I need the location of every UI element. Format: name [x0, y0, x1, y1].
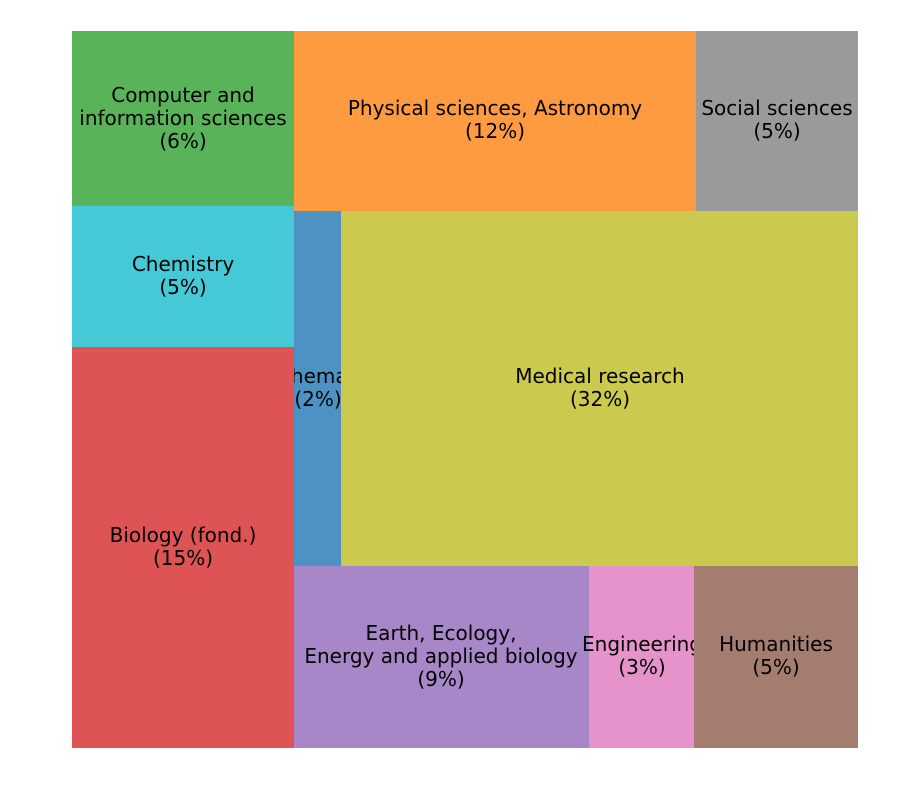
treemap-tile — [696, 31, 858, 211]
treemap-tile — [72, 31, 294, 206]
treemap-tile — [72, 206, 294, 347]
treemap-tile — [694, 566, 858, 748]
treemap-tile — [72, 347, 294, 748]
treemap-tile — [294, 31, 696, 211]
treemap-tile — [294, 566, 589, 748]
treemap-tile — [294, 211, 341, 566]
treemap-tile — [589, 566, 694, 748]
treemap-tile — [341, 211, 858, 566]
